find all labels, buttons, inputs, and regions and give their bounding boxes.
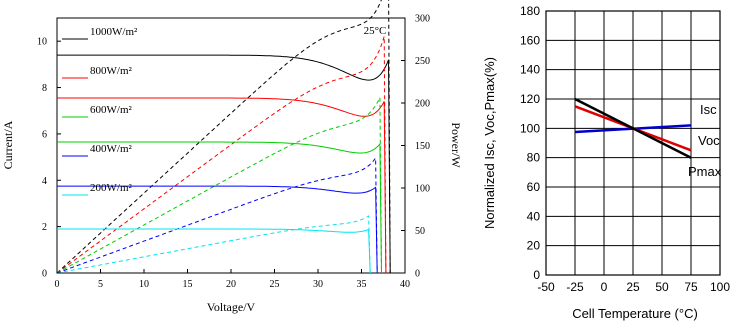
iv-curve-1000 [57,54,391,274]
right-y-tick-label: 140 [520,63,540,77]
right-x-axis-label: Cell Temperature (°C) [572,306,698,321]
left-y-tick-label: 4 [42,176,47,187]
legend-label-800: 800W/m² [90,65,132,77]
series-label-pmax: Pmax [688,164,722,179]
right-y-tick-label: 60 [527,180,541,194]
legend-label-200: 200W/m² [90,182,132,194]
left-y2-axis-label: Power/W [449,122,463,168]
right-grid-group [545,10,721,276]
left-y2-tick-label: 300 [415,14,430,25]
left-x-tick-label: 5 [98,279,103,290]
pv-curve-1000 [56,0,391,274]
right-x-tick-label: 0 [601,280,608,294]
right-y-tick-label: 20 [527,239,541,253]
left-x-tick-label: 30 [313,279,323,290]
left-y-tick-label: 10 [37,37,47,48]
left-y2-tick-label: 50 [415,226,425,237]
pv-curve-600 [56,97,382,274]
left-y-tick-label: 8 [42,83,47,94]
pv-curve-800 [56,36,387,274]
right-x-tick-label: -25 [566,280,584,294]
left-x-axis-label: Voltage/V [207,300,256,314]
right-y-tick-label: 120 [520,92,540,106]
iv-curve-600 [57,141,382,274]
left-x-tick-label: 35 [357,279,367,290]
right-series-group: Isc Voc Pmax [574,97,722,179]
left-y2-tick-label: 250 [415,56,430,67]
right-y-tick-label: 80 [527,151,541,165]
right-y-tick-label: 160 [520,33,540,47]
right-y-tick-label: 0 [533,268,540,282]
left-series-group: 1000W/m² 800W/m² 600W/m² 400W/m² 200W/m² [56,0,391,274]
left-y-tick-label: 2 [42,222,47,233]
iv-curve-800 [57,97,387,274]
series-line-pmax [574,97,692,159]
legend-label-1000: 1000W/m² [90,26,138,38]
left-y-tick-label: 6 [42,129,47,140]
right-x-tick-label: -50 [537,280,555,294]
left-x-tick-label: 40 [400,279,410,290]
left-y2-tick-label: 100 [415,184,430,195]
right-plot-frame [545,10,721,276]
legend-label-400: 400W/m² [90,143,132,155]
right-x-tick-label: 75 [684,280,698,294]
left-y-tick-label: 0 [42,269,47,280]
left-x-tick-label: 25 [270,279,280,290]
left-y2-tick-label: 200 [415,99,430,110]
left-x-tick-label: 10 [139,279,149,290]
series-label-voc: Voc [698,133,720,148]
left-x-tick-label: 0 [55,279,60,290]
iv-pv-chart: 1000W/m² 800W/m² 600W/m² 400W/m² 200W/m² 0 5 1… [1,0,463,314]
left-ticks-group: 0 5 10 15 20 25 30 35 40024681005010015020025030… [37,14,430,291]
right-y-tick-label: 100 [520,121,540,135]
right-x-tick-label: 50 [655,280,669,294]
temperature-annotation: 25°C [364,25,387,37]
right-y-tick-label: 180 [520,4,540,18]
iv-curve-400 [57,185,378,274]
left-x-tick-label: 15 [183,279,193,290]
normalized-temperature-chart: Isc Voc Pmax -50 -25 0 25 50 75 100 0 20 40 60 80 100 1… [482,4,730,321]
right-y-axis-label: Normalized Isc, Voc,Pmax(%) [482,57,497,229]
right-x-tick-label: 25 [626,280,640,294]
left-y2-tick-label: 0 [415,269,420,280]
iv-curve-200 [57,228,371,274]
left-y2-tick-label: 150 [415,141,430,152]
right-y-tick-label: 40 [527,209,541,223]
right-x-tick-label: 100 [710,280,730,294]
right-ticks-group: -50 -25 0 25 50 75 100 0 20 40 60 80 100 120 140 160 180 [520,4,730,294]
pv-curve-200 [56,215,371,274]
left-y-axis-label: Current/A [1,120,15,169]
legend-label-600: 600W/m² [90,104,132,116]
left-x-tick-label: 20 [226,279,236,290]
pv-curve-400 [56,156,378,274]
series-label-isc: Isc [700,102,717,117]
